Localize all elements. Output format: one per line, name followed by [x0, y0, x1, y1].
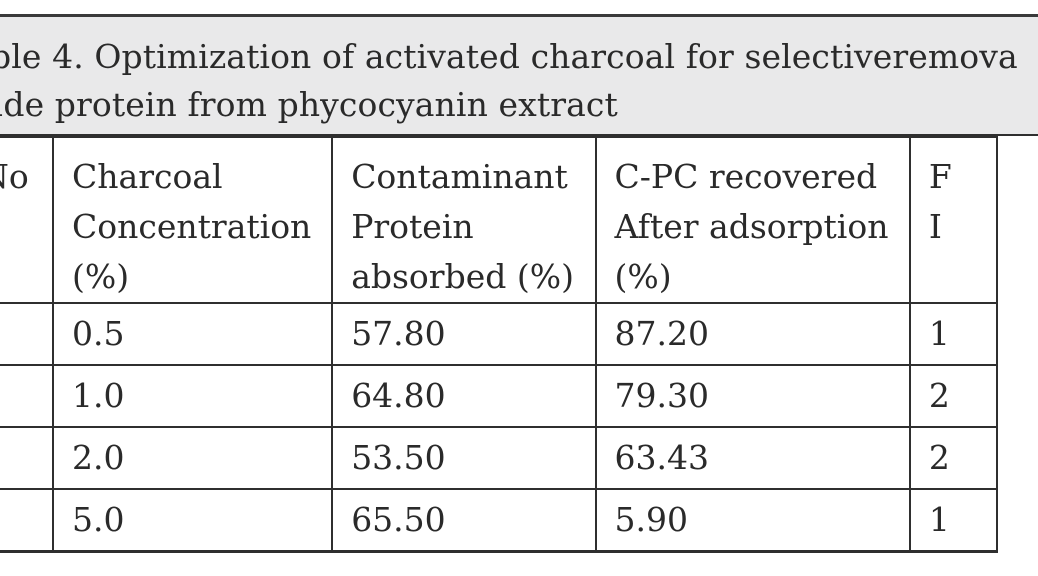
header-cpc-recovered: C-PC recovered After adsorption (%) — [594, 136, 911, 304]
header-contaminant-line-1: Contaminant — [351, 157, 568, 196]
cell-cpc: 87.20 — [594, 302, 911, 366]
cell-contaminant: 64.80 — [331, 364, 597, 428]
header-contaminant-line-2: Protein — [351, 207, 474, 246]
header-row: No Charcoal Concentration (%) Contaminan… — [0, 136, 999, 304]
table-row: 2.0 53.50 63.43 2 — [0, 426, 999, 490]
cell-last: 1 — [908, 488, 999, 553]
cell-contaminant: 65.50 — [331, 488, 597, 553]
header-cpc-line-3: (%) — [614, 257, 672, 296]
header-cpc-line-1: C-PC recovered — [614, 157, 878, 196]
cell-cpc: 63.43 — [594, 426, 911, 490]
cell-no — [0, 302, 55, 366]
header-last-column: F I — [908, 136, 999, 304]
table-row: 1.0 64.80 79.30 2 — [0, 364, 999, 428]
caption-line-1: ble 4. Optimization of activated charcoa… — [0, 37, 1018, 76]
header-concentration-line-3: (%) — [72, 257, 130, 296]
cell-cpc: 79.30 — [594, 364, 911, 428]
cell-no — [0, 426, 55, 490]
header-last-line-1: F — [928, 157, 952, 196]
cell-contaminant: 53.50 — [331, 426, 597, 490]
data-table: No Charcoal Concentration (%) Contaminan… — [0, 136, 999, 553]
table-row: 0.5 57.80 87.20 1 — [0, 302, 999, 366]
cell-contaminant: 57.80 — [331, 302, 597, 366]
cell-concentration: 5.0 — [52, 488, 334, 553]
cell-concentration: 1.0 — [52, 364, 334, 428]
table-caption: ble 4. Optimization of activated charcoa… — [0, 14, 1038, 136]
cell-no — [0, 364, 55, 428]
table-row: 5.0 65.50 5.90 1 — [0, 488, 999, 553]
cell-cpc: 5.90 — [594, 488, 911, 553]
cell-last: 1 — [908, 302, 999, 366]
header-concentration-line-1: Charcoal — [72, 157, 223, 196]
header-last-line-2: I — [928, 207, 942, 246]
caption-line-2: ude protein from phycocyanin extract — [0, 85, 618, 124]
table-header: No Charcoal Concentration (%) Contaminan… — [0, 136, 999, 304]
header-contaminant-line-3: absorbed (%) — [351, 257, 574, 296]
cell-last: 2 — [908, 426, 999, 490]
cell-concentration: 2.0 — [52, 426, 334, 490]
header-concentration-line-2: Concentration — [72, 207, 312, 246]
header-contaminant-protein: Contaminant Protein absorbed (%) — [331, 136, 597, 304]
header-no: No — [0, 136, 55, 304]
header-charcoal-concentration: Charcoal Concentration (%) — [52, 136, 334, 304]
cell-last: 2 — [908, 364, 999, 428]
header-cpc-line-2: After adsorption — [614, 207, 889, 246]
cell-concentration: 0.5 — [52, 302, 334, 366]
header-no-text: No — [0, 157, 29, 196]
table-body: 0.5 57.80 87.20 1 1.0 64.80 79.30 2 2.0 … — [0, 302, 999, 553]
cell-no — [0, 488, 55, 553]
